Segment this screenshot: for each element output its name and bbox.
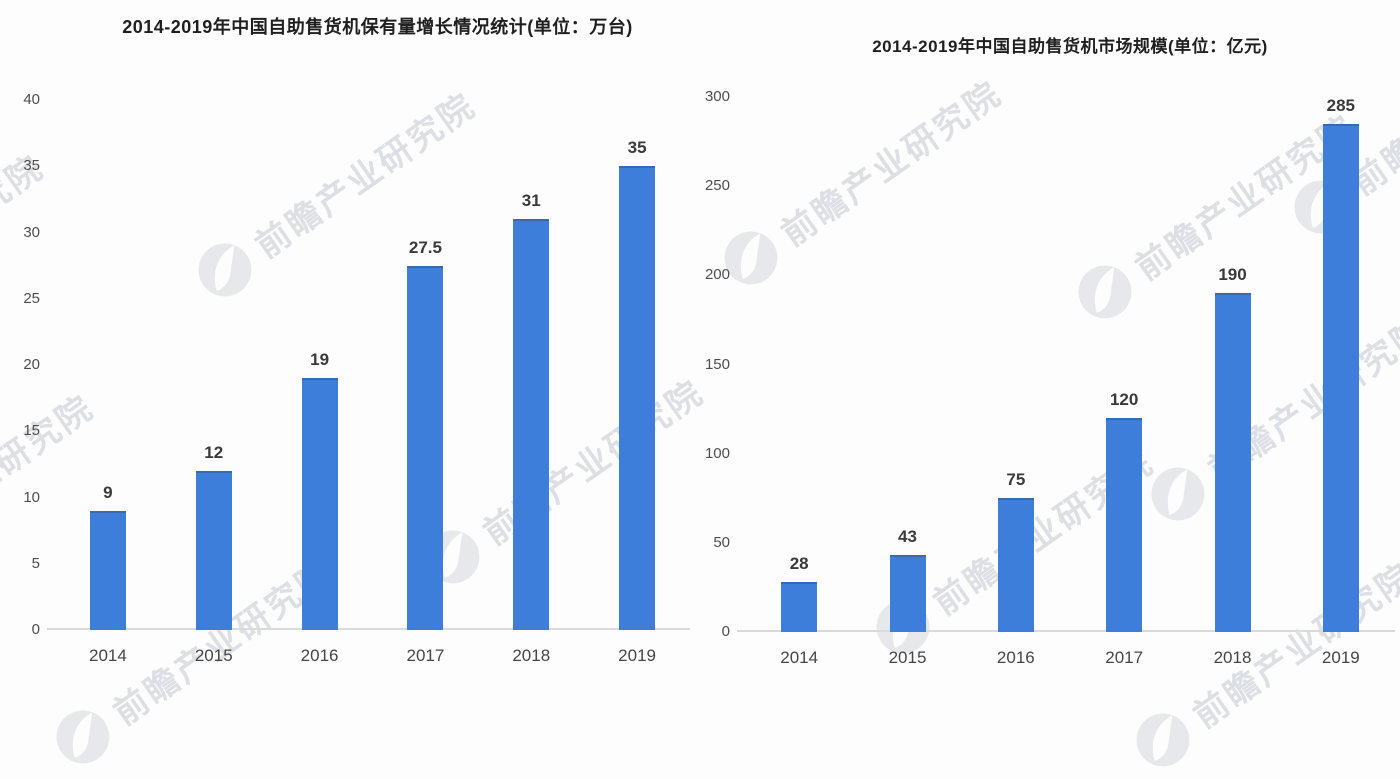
y-tick-label: 30 (23, 223, 40, 241)
bar (781, 582, 818, 632)
bar (407, 265, 444, 630)
bar-value-label: 190 (1218, 265, 1247, 285)
y-tick-label: 35 (23, 157, 40, 175)
y-tick-label: 250 (704, 177, 730, 195)
x-axis-line (737, 630, 1395, 632)
bar (997, 498, 1034, 632)
bar (1214, 293, 1251, 632)
bar (513, 219, 550, 630)
bar-value-label: 28 (789, 554, 809, 574)
x-axis-label: 2015 (194, 646, 233, 665)
chart-vending-machine-ownership: 2014-2019年中国自助售货机保有量增长情况统计(单位：万台) 0 5 10 15… (0, 0, 700, 700)
bar-value-label: 27.5 (408, 237, 442, 257)
x-axis-label: 2019 (618, 646, 656, 665)
bar-value-label: 285 (1326, 95, 1356, 115)
bar-value-label: 9 (103, 482, 113, 502)
bar (1322, 123, 1359, 632)
x-axis-label: 2017 (406, 646, 445, 665)
x-axis-label: 2016 (996, 648, 1035, 667)
x-axis-line (47, 628, 690, 630)
watermark-logo-icon (56, 710, 110, 764)
y-tick-label: 150 (704, 355, 730, 373)
y-tick-label: 200 (704, 266, 730, 284)
x-axis-label: 2018 (512, 646, 551, 665)
y-tick-label: 10 (23, 488, 40, 506)
chart-title: 2014-2019年中国自助售货机保有量增长情况统计(单位：万台) (122, 17, 633, 37)
watermark-logo-icon (1136, 713, 1190, 767)
bar (195, 471, 232, 630)
bar-value-label: 12 (204, 443, 224, 462)
plot-area: 0 50 100 150 200 250 300 28 2014 43 2015 75 2016 120 2… (705, 88, 1395, 667)
x-axis-label: 2016 (300, 646, 339, 665)
bar-value-label: 43 (898, 527, 917, 547)
chart-market-size: 2014-2019年中国自助售货机市场规模(单位：亿元) 0 50 100 150 20… (700, 0, 1400, 700)
y-tick-label: 0 (31, 621, 40, 638)
bar (889, 555, 926, 632)
bar-value-label: 31 (521, 191, 541, 211)
x-axis-label: 2014 (88, 646, 127, 665)
bar (619, 166, 656, 630)
x-axis-label: 2018 (1213, 648, 1252, 667)
x-axis-label: 2014 (780, 648, 819, 667)
bar-value-label: 75 (1006, 470, 1026, 490)
y-tick-label: 300 (704, 88, 730, 105)
y-tick-label: 5 (31, 554, 40, 572)
bar-value-label: 19 (310, 350, 330, 370)
x-axis-label: 2019 (1321, 648, 1360, 667)
bar-value-label: 120 (1109, 390, 1139, 409)
plot-area: 0 5 10 15 20 25 30 35 40 9 2014 12 2015 19 2016 27.5 201… (23, 91, 690, 665)
chart-title: 2014-2019年中国自助售货机市场规模(单位：亿元) (872, 37, 1268, 56)
bar (89, 510, 126, 630)
y-tick-label: 25 (23, 289, 40, 307)
y-tick-label: 100 (704, 444, 730, 462)
y-tick-label: 0 (721, 623, 730, 640)
x-axis-label: 2015 (888, 648, 927, 667)
bar (1106, 418, 1143, 632)
x-axis-label: 2017 (1105, 648, 1144, 667)
y-tick-label: 20 (23, 356, 40, 373)
y-tick-label: 50 (713, 533, 730, 551)
bar (301, 378, 338, 630)
y-tick-label: 40 (23, 91, 40, 108)
bar-value-label: 35 (627, 138, 647, 158)
y-tick-label: 15 (23, 422, 40, 440)
